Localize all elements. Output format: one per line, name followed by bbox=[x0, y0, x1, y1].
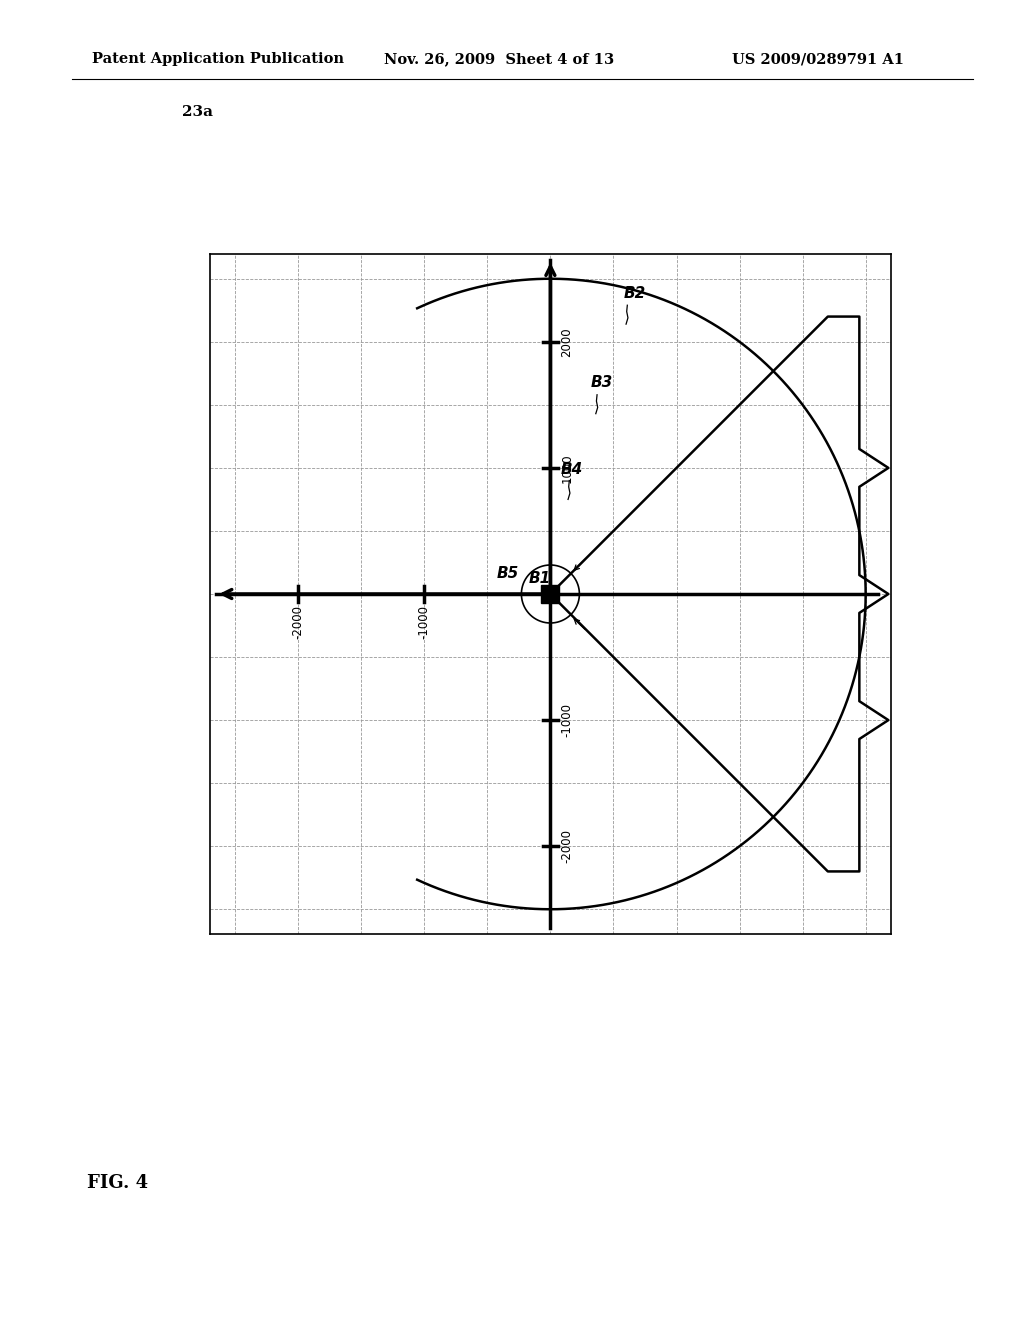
Text: -1000: -1000 bbox=[560, 704, 573, 737]
Text: -2000: -2000 bbox=[292, 606, 305, 639]
Text: -2000: -2000 bbox=[560, 829, 573, 863]
Text: Patent Application Publication: Patent Application Publication bbox=[92, 53, 344, 66]
Text: 2000: 2000 bbox=[560, 327, 573, 356]
Text: B2: B2 bbox=[624, 286, 646, 301]
Text: FIG. 4: FIG. 4 bbox=[87, 1173, 148, 1192]
Text: B1: B1 bbox=[529, 572, 551, 586]
Text: 1000: 1000 bbox=[560, 453, 573, 483]
Text: B5: B5 bbox=[497, 566, 518, 581]
Text: -1000: -1000 bbox=[418, 606, 431, 639]
Text: 23a: 23a bbox=[182, 106, 213, 119]
Text: US 2009/0289791 A1: US 2009/0289791 A1 bbox=[732, 53, 904, 66]
Text: B4: B4 bbox=[560, 462, 583, 477]
Text: B3: B3 bbox=[591, 375, 613, 389]
Text: Nov. 26, 2009  Sheet 4 of 13: Nov. 26, 2009 Sheet 4 of 13 bbox=[384, 53, 614, 66]
